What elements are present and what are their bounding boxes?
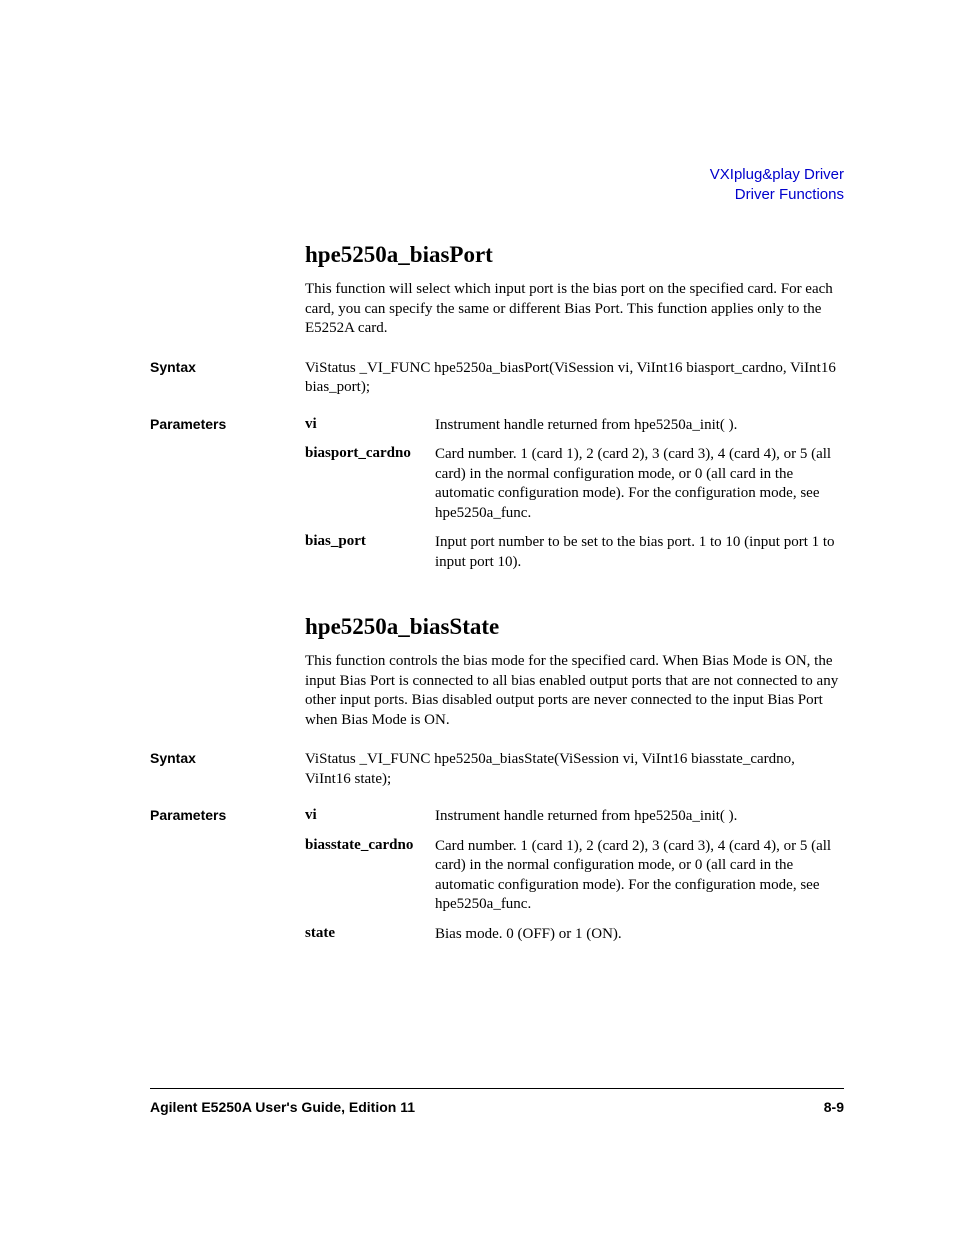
param-name: vi bbox=[305, 416, 435, 436]
func2-params-body: vi Instrument handle returned from hpe52… bbox=[305, 807, 844, 954]
func2-syntax-row: Syntax ViStatus _VI_FUNC hpe5250a_biasSt… bbox=[150, 750, 844, 789]
param-name: state bbox=[305, 925, 435, 945]
func2-params-row: Parameters vi Instrument handle returned… bbox=[150, 807, 844, 954]
header-links: VXIplug&play Driver Driver Functions bbox=[150, 165, 844, 204]
footer-right: 8-9 bbox=[824, 1099, 844, 1115]
param-row: state Bias mode. 0 (OFF) or 1 (ON). bbox=[305, 925, 844, 945]
param-desc: Instrument handle returned from hpe5250a… bbox=[435, 416, 844, 436]
param-desc: Input port number to be set to the bias … bbox=[435, 533, 844, 572]
spacer bbox=[150, 600, 844, 614]
syntax-label: Syntax bbox=[150, 750, 305, 789]
parameters-label: Parameters bbox=[150, 807, 305, 954]
param-desc: Card number. 1 (card 1), 2 (card 2), 3 (… bbox=[435, 837, 844, 915]
param-row: vi Instrument handle returned from hpe52… bbox=[305, 416, 844, 436]
func1-title: hpe5250a_biasPort bbox=[305, 242, 844, 268]
func1-syntax-row: Syntax ViStatus _VI_FUNC hpe5250a_biasPo… bbox=[150, 359, 844, 398]
param-name: biasstate_cardno bbox=[305, 837, 435, 915]
func1-params-body: vi Instrument handle returned from hpe52… bbox=[305, 416, 844, 583]
header-link-line2[interactable]: Driver Functions bbox=[150, 185, 844, 205]
param-row: biasstate_cardno Card number. 1 (card 1)… bbox=[305, 837, 844, 915]
func2-header-block: hpe5250a_biasState This function control… bbox=[305, 614, 844, 730]
param-name: vi bbox=[305, 807, 435, 827]
syntax-label: Syntax bbox=[150, 359, 305, 398]
header-link-line1[interactable]: VXIplug&play Driver bbox=[150, 165, 844, 185]
param-name: bias_port bbox=[305, 533, 435, 572]
param-row: vi Instrument handle returned from hpe52… bbox=[305, 807, 844, 827]
func2-syntax-text: ViStatus _VI_FUNC hpe5250a_biasState(ViS… bbox=[305, 750, 844, 789]
param-row: biasport_cardno Card number. 1 (card 1),… bbox=[305, 445, 844, 523]
param-name: biasport_cardno bbox=[305, 445, 435, 523]
page-content: VXIplug&play Driver Driver Functions hpe… bbox=[0, 0, 954, 954]
func2-title: hpe5250a_biasState bbox=[305, 614, 844, 640]
param-row: bias_port Input port number to be set to… bbox=[305, 533, 844, 572]
func1-description: This function will select which input po… bbox=[305, 280, 844, 339]
param-desc: Card number. 1 (card 1), 2 (card 2), 3 (… bbox=[435, 445, 844, 523]
func1-params-row: Parameters vi Instrument handle returned… bbox=[150, 416, 844, 583]
func1-header-block: hpe5250a_biasPort This function will sel… bbox=[305, 242, 844, 339]
parameters-label: Parameters bbox=[150, 416, 305, 583]
param-desc: Instrument handle returned from hpe5250a… bbox=[435, 807, 844, 827]
footer-left: Agilent E5250A User's Guide, Edition 11 bbox=[150, 1099, 415, 1115]
page-footer: Agilent E5250A User's Guide, Edition 11 … bbox=[150, 1088, 844, 1115]
func2-description: This function controls the bias mode for… bbox=[305, 652, 844, 730]
func1-syntax-text: ViStatus _VI_FUNC hpe5250a_biasPort(ViSe… bbox=[305, 359, 844, 398]
param-desc: Bias mode. 0 (OFF) or 1 (ON). bbox=[435, 925, 844, 945]
